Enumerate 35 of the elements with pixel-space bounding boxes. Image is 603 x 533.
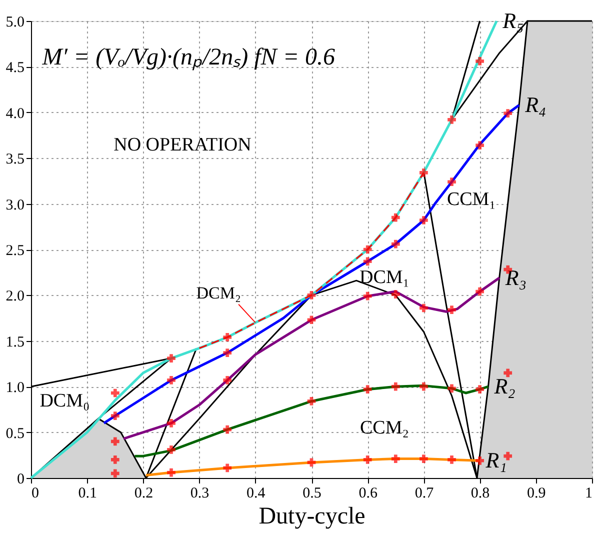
- y-tick-label: 0.5: [6, 426, 24, 442]
- y-tick-label: 3.0: [6, 197, 24, 214]
- y-tick-label: 5.0: [6, 14, 24, 30]
- x-tick-label: 0: [32, 486, 39, 502]
- y-tick-label: 2.5: [6, 243, 24, 259]
- annotation: CCM₂: [360, 418, 409, 439]
- x-tick-label: 0.5: [302, 486, 322, 502]
- x-tick-label: 0.6: [358, 486, 378, 502]
- x-tick-label: 0.2: [134, 486, 154, 502]
- series-label: R₂: [493, 374, 516, 399]
- x-tick-label: 0.4: [246, 486, 266, 502]
- x-tick-label: 0.8: [470, 486, 490, 502]
- series-label: R₄: [524, 92, 546, 118]
- x-tick-label: 1: [585, 486, 592, 502]
- annotation: M′ = (Vₒ/Vg)·(nₚ/2nₛ) fN = 0.6: [41, 44, 336, 71]
- annotation: DCM₁: [359, 266, 410, 288]
- annotation: CCM₁: [446, 189, 496, 210]
- series-label: R₁: [484, 448, 507, 473]
- x-tick-label: 0.3: [190, 486, 210, 502]
- y-tick-label: 2.0: [6, 288, 24, 305]
- series-label: R₅: [502, 8, 524, 33]
- y-tick-label: 0: [17, 472, 24, 488]
- series-label: R₃: [504, 264, 527, 290]
- y-tick-label: 1.0: [6, 380, 24, 396]
- x-axis-title: Duty-cycle: [258, 504, 366, 530]
- x-tick-label: 0.9: [527, 486, 546, 502]
- x-tick-label: 0.1: [78, 486, 97, 502]
- y-tick-label: 4.0: [6, 106, 24, 122]
- annotation: DCM₀: [40, 390, 90, 412]
- annotation: NO OPERATION: [114, 134, 252, 156]
- annotation: DCM₂: [196, 283, 241, 302]
- y-tick-label: 4.5: [6, 60, 24, 76]
- y-tick-label: 3.5: [6, 152, 24, 168]
- x-tick-label: 0.7: [414, 486, 434, 502]
- y-tick-label: 1.5: [6, 334, 24, 350]
